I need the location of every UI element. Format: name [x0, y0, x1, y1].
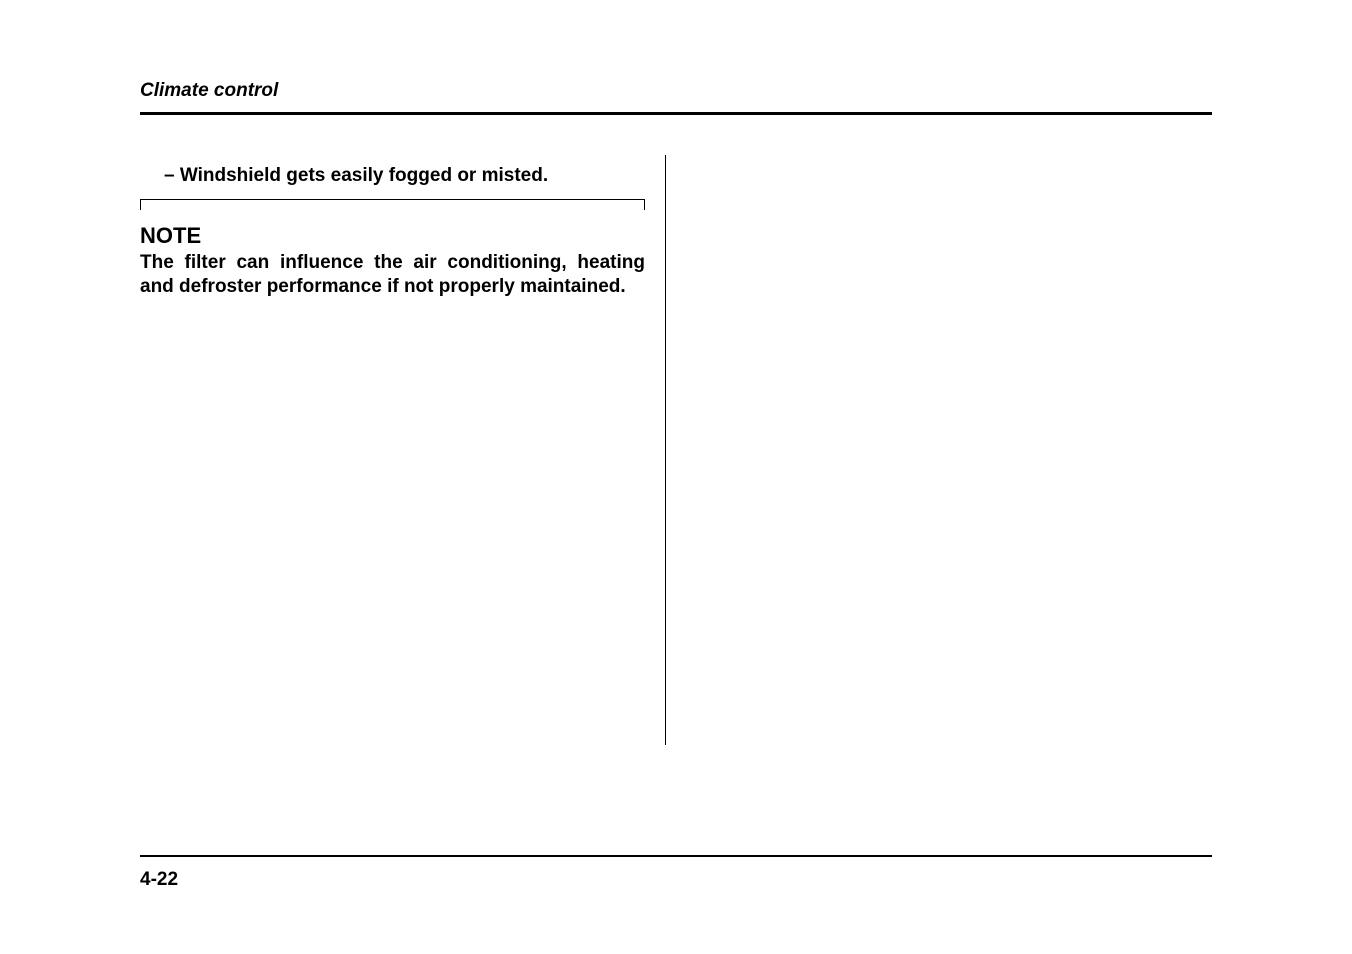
note-body-text: The filter can influence the air conditi… — [140, 251, 645, 299]
top-divider — [140, 112, 1212, 115]
left-column: – Windshield gets easily fogged or miste… — [140, 155, 665, 745]
bottom-divider — [140, 855, 1212, 857]
bracket-line — [140, 199, 645, 200]
note-top-bracket — [140, 199, 645, 213]
bullet-item: – Windshield gets easily fogged or miste… — [164, 165, 645, 187]
two-column-area: – Windshield gets easily fogged or miste… — [140, 155, 1212, 745]
right-column — [666, 155, 1212, 745]
page-number: 4-22 — [140, 869, 1212, 891]
note-heading: NOTE — [140, 223, 645, 249]
manual-page: Climate control – Windshield gets easily… — [0, 0, 1352, 954]
section-title: Climate control — [140, 80, 1212, 102]
